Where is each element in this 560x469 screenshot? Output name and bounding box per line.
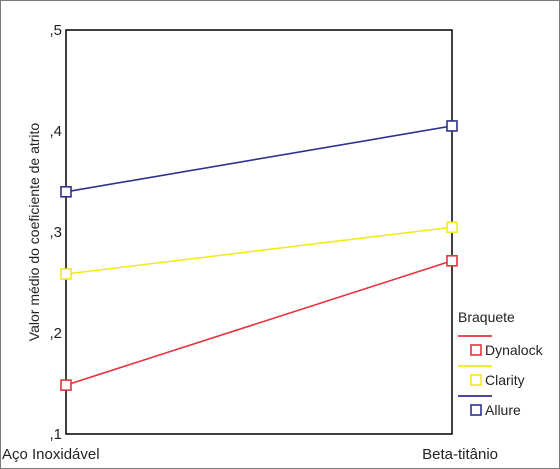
legend-label-allure: Allure [485, 402, 521, 418]
x-tick-label: Beta-titânio [422, 446, 498, 463]
legend-label-dynalock: Dynalock [485, 342, 544, 358]
data-point [60, 186, 72, 198]
y-tick-label: ,3 [49, 224, 62, 241]
series-line-clarity [65, 226, 453, 275]
x-axis: Aço Inoxidável Beta-titânio [2, 446, 498, 463]
plot-area [65, 29, 453, 435]
legend-marker-clarity [470, 374, 482, 386]
data-point [446, 221, 458, 234]
legend-label-clarity: Clarity [485, 372, 525, 388]
y-axis: ,1 ,2 ,3 ,4 ,5 [49, 22, 62, 443]
data-point [60, 268, 72, 280]
legend-marker-allure [470, 404, 482, 416]
y-tick-label: ,2 [49, 325, 62, 342]
series-line-allure [65, 125, 453, 193]
y-tick-label: ,1 [49, 426, 62, 443]
x-tick-label: Aço Inoxidável [2, 446, 100, 463]
series-line-dynalock [65, 260, 453, 386]
y-tick-label: ,4 [49, 123, 62, 140]
legend-title: Braquete [458, 309, 515, 325]
y-axis-title: Valor médio do coeficiente de atrito [26, 123, 42, 342]
data-point [446, 254, 458, 267]
legend: Braquete Dynalock Clarity Allure [458, 309, 544, 418]
y-tick-label: ,5 [49, 22, 62, 39]
data-point [60, 379, 72, 391]
legend-marker-dynalock [470, 344, 482, 356]
series-lines [65, 125, 453, 386]
series-markers [60, 120, 458, 391]
data-point [446, 120, 458, 132]
